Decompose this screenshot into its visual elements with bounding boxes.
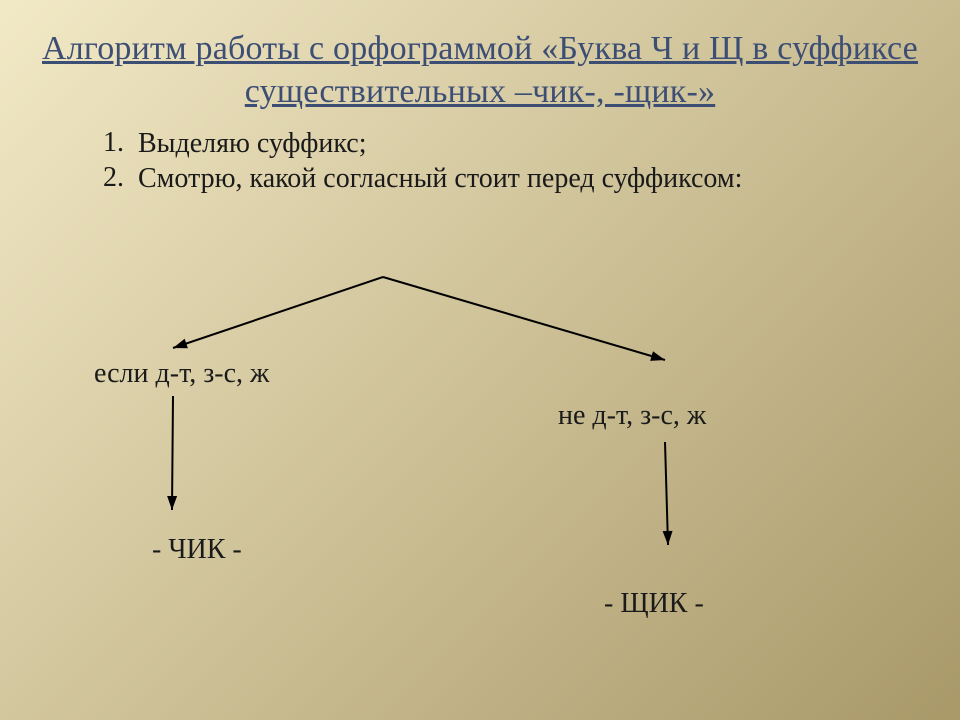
- algorithm-list: 1. Выделяю суффикс; 2. Смотрю, какой сог…: [0, 127, 960, 195]
- list-text: Смотрю, какой согласный стоит перед суфф…: [138, 162, 742, 195]
- list-number: 2.: [80, 162, 138, 194]
- branch-left-condition: если д-т, з-с, ж: [94, 358, 269, 390]
- list-item: 2. Смотрю, какой согласный стоит перед с…: [80, 162, 920, 195]
- list-text: Выделяю суффикс;: [138, 127, 367, 160]
- list-item: 1. Выделяю суффикс;: [80, 127, 920, 160]
- branch-right-condition: не д-т, з-с, ж: [558, 400, 706, 432]
- slide-root: Алгоритм работы с орфограммой «Буква Ч и…: [0, 0, 960, 720]
- slide-title: Алгоритм работы с орфограммой «Буква Ч и…: [0, 0, 960, 113]
- leaf-right-result: - ЩИК -: [604, 588, 704, 620]
- leaf-left-result: - ЧИК -: [152, 534, 242, 566]
- list-number: 1.: [80, 127, 138, 159]
